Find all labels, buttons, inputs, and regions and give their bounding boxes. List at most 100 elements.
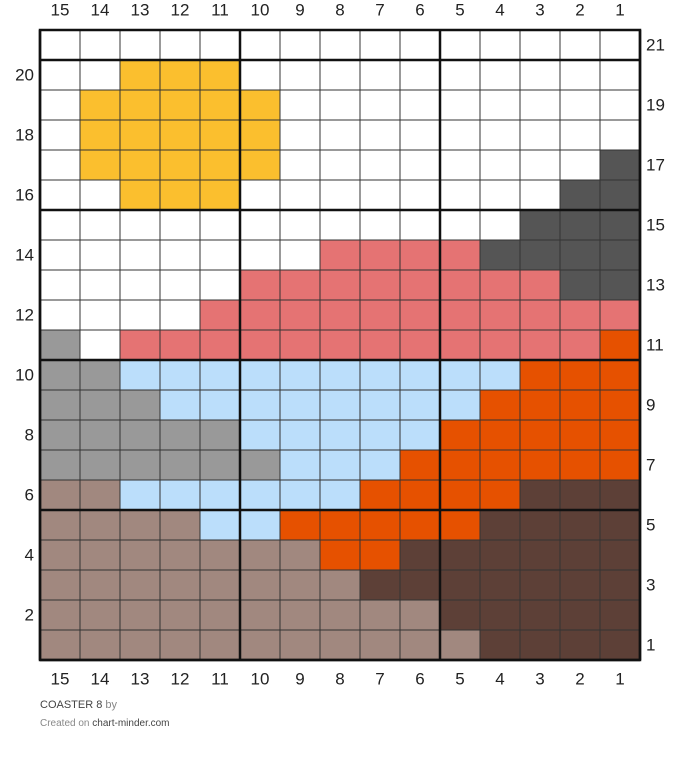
cell bbox=[559, 119, 601, 151]
cell bbox=[599, 179, 641, 211]
cell bbox=[119, 359, 161, 391]
cell bbox=[599, 119, 641, 151]
column-label: 9 bbox=[295, 669, 304, 688]
column-label: 15 bbox=[51, 669, 70, 688]
cell bbox=[599, 59, 641, 91]
cell bbox=[119, 59, 161, 91]
cell bbox=[399, 479, 441, 511]
cell bbox=[519, 509, 561, 541]
cell bbox=[79, 449, 121, 481]
cell bbox=[599, 629, 641, 661]
cell bbox=[119, 299, 161, 331]
cell bbox=[119, 149, 161, 181]
cell bbox=[519, 629, 561, 661]
cell bbox=[159, 539, 201, 571]
column-label: 13 bbox=[131, 669, 150, 688]
cell bbox=[319, 509, 361, 541]
cell bbox=[599, 479, 641, 511]
cell bbox=[359, 359, 401, 391]
cell bbox=[439, 209, 481, 241]
cell bbox=[439, 179, 481, 211]
cell bbox=[559, 149, 601, 181]
cell bbox=[79, 479, 121, 511]
cell bbox=[319, 479, 361, 511]
cell bbox=[399, 599, 441, 631]
cell bbox=[119, 389, 161, 421]
cell bbox=[79, 389, 121, 421]
cell bbox=[119, 629, 161, 661]
cell bbox=[159, 389, 201, 421]
cell bbox=[39, 419, 81, 451]
column-label: 5 bbox=[455, 0, 464, 19]
cell bbox=[279, 629, 321, 661]
cell bbox=[359, 269, 401, 301]
cell bbox=[199, 179, 241, 211]
cell bbox=[239, 359, 281, 391]
column-label: 11 bbox=[211, 0, 229, 19]
cell bbox=[359, 479, 401, 511]
cell bbox=[599, 89, 641, 121]
cell bbox=[39, 569, 81, 601]
cell bbox=[559, 479, 601, 511]
row-label: 17 bbox=[646, 155, 665, 174]
column-label: 14 bbox=[91, 0, 110, 19]
cell bbox=[319, 149, 361, 181]
cell bbox=[479, 299, 521, 331]
cell bbox=[119, 269, 161, 301]
cell bbox=[399, 209, 441, 241]
cell bbox=[79, 29, 121, 61]
footer-credit: Created on chart-minder.com bbox=[40, 718, 170, 729]
cell bbox=[159, 629, 201, 661]
cell bbox=[119, 119, 161, 151]
cell bbox=[239, 29, 281, 61]
cell bbox=[279, 479, 321, 511]
cell bbox=[279, 209, 321, 241]
cell bbox=[479, 89, 521, 121]
column-label: 4 bbox=[495, 0, 504, 19]
cell bbox=[39, 629, 81, 661]
cell bbox=[159, 209, 201, 241]
cell bbox=[159, 479, 201, 511]
cell bbox=[39, 449, 81, 481]
cell bbox=[239, 479, 281, 511]
cell bbox=[279, 539, 321, 571]
cell bbox=[519, 449, 561, 481]
created-on: Created on bbox=[40, 718, 89, 729]
cell bbox=[279, 299, 321, 331]
column-label: 5 bbox=[455, 669, 464, 688]
cell bbox=[599, 599, 641, 631]
column-label: 12 bbox=[171, 669, 190, 688]
cell bbox=[79, 569, 121, 601]
cell bbox=[599, 449, 641, 481]
cell bbox=[159, 239, 201, 271]
column-label: 15 bbox=[51, 0, 70, 19]
cell bbox=[359, 509, 401, 541]
cell bbox=[239, 419, 281, 451]
cell bbox=[399, 359, 441, 391]
column-label: 3 bbox=[535, 0, 544, 19]
cell bbox=[559, 269, 601, 301]
cell bbox=[39, 539, 81, 571]
column-label: 7 bbox=[375, 0, 384, 19]
row-label: 3 bbox=[646, 575, 655, 594]
cell bbox=[319, 449, 361, 481]
cell bbox=[199, 599, 241, 631]
cell bbox=[439, 599, 481, 631]
cell bbox=[239, 149, 281, 181]
cell bbox=[359, 629, 401, 661]
cell bbox=[559, 449, 601, 481]
cell bbox=[559, 299, 601, 331]
cell bbox=[439, 419, 481, 451]
cell bbox=[279, 509, 321, 541]
cell bbox=[119, 29, 161, 61]
cell bbox=[199, 89, 241, 121]
column-label: 2 bbox=[575, 0, 584, 19]
cell bbox=[439, 119, 481, 151]
cell bbox=[239, 629, 281, 661]
row-label: 18 bbox=[15, 125, 34, 144]
cell bbox=[399, 419, 441, 451]
cell bbox=[39, 359, 81, 391]
labels: 2120191817161514131211109876543211515141… bbox=[15, 0, 665, 688]
cell bbox=[399, 89, 441, 121]
cell bbox=[559, 599, 601, 631]
